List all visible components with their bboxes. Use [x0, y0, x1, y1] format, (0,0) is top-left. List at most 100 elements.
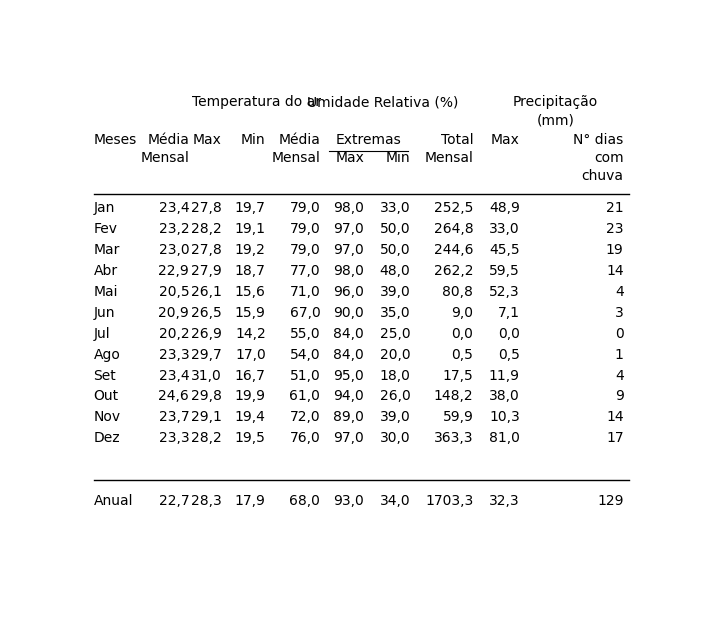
Text: Extremas: Extremas — [336, 133, 401, 147]
Text: Jun: Jun — [94, 306, 115, 320]
Text: 97,0: 97,0 — [333, 222, 364, 236]
Text: 39,0: 39,0 — [380, 410, 410, 424]
Text: 0,5: 0,5 — [451, 348, 473, 362]
Text: (mm): (mm) — [537, 114, 574, 127]
Text: 93,0: 93,0 — [333, 494, 364, 508]
Text: 95,0: 95,0 — [333, 369, 364, 382]
Text: 55,0: 55,0 — [290, 327, 320, 341]
Text: Nov: Nov — [94, 410, 121, 424]
Text: 7,1: 7,1 — [498, 306, 520, 320]
Text: 16,7: 16,7 — [235, 369, 266, 382]
Text: 19,1: 19,1 — [235, 222, 266, 236]
Text: Set: Set — [94, 369, 116, 382]
Text: 25,0: 25,0 — [380, 327, 410, 341]
Text: 363,3: 363,3 — [434, 431, 473, 445]
Text: Fev: Fev — [94, 222, 118, 236]
Text: 148,2: 148,2 — [434, 389, 473, 403]
Text: Mai: Mai — [94, 285, 118, 299]
Text: 29,7: 29,7 — [191, 348, 222, 362]
Text: 17,9: 17,9 — [235, 494, 266, 508]
Text: 54,0: 54,0 — [290, 348, 320, 362]
Text: Mensal: Mensal — [271, 151, 320, 165]
Text: Max: Max — [335, 151, 364, 165]
Text: 262,2: 262,2 — [434, 264, 473, 278]
Text: Mar: Mar — [94, 243, 120, 257]
Text: 35,0: 35,0 — [380, 306, 410, 320]
Text: 1: 1 — [615, 348, 624, 362]
Text: Min: Min — [386, 151, 410, 165]
Text: 79,0: 79,0 — [290, 243, 320, 257]
Text: Umidade Relativa (%): Umidade Relativa (%) — [307, 95, 458, 109]
Text: 61,0: 61,0 — [290, 389, 320, 403]
Text: Max: Max — [491, 133, 520, 147]
Text: 23,7: 23,7 — [159, 410, 189, 424]
Text: 50,0: 50,0 — [380, 222, 410, 236]
Text: 51,0: 51,0 — [290, 369, 320, 382]
Text: 52,3: 52,3 — [489, 285, 520, 299]
Text: 23,3: 23,3 — [159, 431, 189, 445]
Text: 28,2: 28,2 — [191, 431, 222, 445]
Text: 19,5: 19,5 — [235, 431, 266, 445]
Text: 14,2: 14,2 — [235, 327, 266, 341]
Text: 79,0: 79,0 — [290, 201, 320, 215]
Text: N° dias: N° dias — [573, 133, 624, 147]
Text: 20,5: 20,5 — [159, 285, 189, 299]
Text: 15,6: 15,6 — [235, 285, 266, 299]
Text: 28,3: 28,3 — [191, 494, 222, 508]
Text: 31,0: 31,0 — [191, 369, 222, 382]
Text: Jan: Jan — [94, 201, 115, 215]
Text: 20,2: 20,2 — [159, 327, 189, 341]
Text: 0,5: 0,5 — [498, 348, 520, 362]
Text: 38,0: 38,0 — [489, 389, 520, 403]
Text: 67,0: 67,0 — [290, 306, 320, 320]
Text: 94,0: 94,0 — [333, 389, 364, 403]
Text: 23,0: 23,0 — [159, 243, 189, 257]
Text: Ago: Ago — [94, 348, 121, 362]
Text: 50,0: 50,0 — [380, 243, 410, 257]
Text: 27,9: 27,9 — [191, 264, 222, 278]
Text: 18,7: 18,7 — [235, 264, 266, 278]
Text: 23,3: 23,3 — [159, 348, 189, 362]
Text: Out: Out — [94, 389, 118, 403]
Text: 23,4: 23,4 — [159, 201, 189, 215]
Text: 14: 14 — [606, 410, 624, 424]
Text: 29,8: 29,8 — [191, 389, 222, 403]
Text: Jul: Jul — [94, 327, 110, 341]
Text: 71,0: 71,0 — [290, 285, 320, 299]
Text: 244,6: 244,6 — [434, 243, 473, 257]
Text: 18,0: 18,0 — [379, 369, 410, 382]
Text: Mensal: Mensal — [424, 151, 473, 165]
Text: 20,9: 20,9 — [159, 306, 189, 320]
Text: 23: 23 — [606, 222, 624, 236]
Text: com: com — [594, 151, 624, 165]
Text: 19,2: 19,2 — [235, 243, 266, 257]
Text: 252,5: 252,5 — [434, 201, 473, 215]
Text: 129: 129 — [597, 494, 624, 508]
Text: 39,0: 39,0 — [380, 285, 410, 299]
Text: 1703,3: 1703,3 — [425, 494, 473, 508]
Text: 10,3: 10,3 — [489, 410, 520, 424]
Text: 0: 0 — [615, 327, 624, 341]
Text: 48,0: 48,0 — [380, 264, 410, 278]
Text: 34,0: 34,0 — [380, 494, 410, 508]
Text: 4: 4 — [615, 285, 624, 299]
Text: 84,0: 84,0 — [333, 327, 364, 341]
Text: 59,9: 59,9 — [443, 410, 473, 424]
Text: 27,8: 27,8 — [191, 201, 222, 215]
Text: Meses: Meses — [94, 133, 137, 147]
Text: 96,0: 96,0 — [333, 285, 364, 299]
Text: Anual: Anual — [94, 494, 133, 508]
Text: 33,0: 33,0 — [380, 201, 410, 215]
Text: Dez: Dez — [94, 431, 121, 445]
Text: 22,7: 22,7 — [159, 494, 189, 508]
Text: 33,0: 33,0 — [489, 222, 520, 236]
Text: 9,0: 9,0 — [451, 306, 473, 320]
Text: 24,6: 24,6 — [159, 389, 189, 403]
Text: Precipitação: Precipitação — [513, 95, 598, 109]
Text: Max: Max — [193, 133, 222, 147]
Text: 22,9: 22,9 — [159, 264, 189, 278]
Text: Mensal: Mensal — [140, 151, 189, 165]
Text: 4: 4 — [615, 369, 624, 382]
Text: 19,4: 19,4 — [235, 410, 266, 424]
Text: Temperatura do ar: Temperatura do ar — [192, 95, 321, 109]
